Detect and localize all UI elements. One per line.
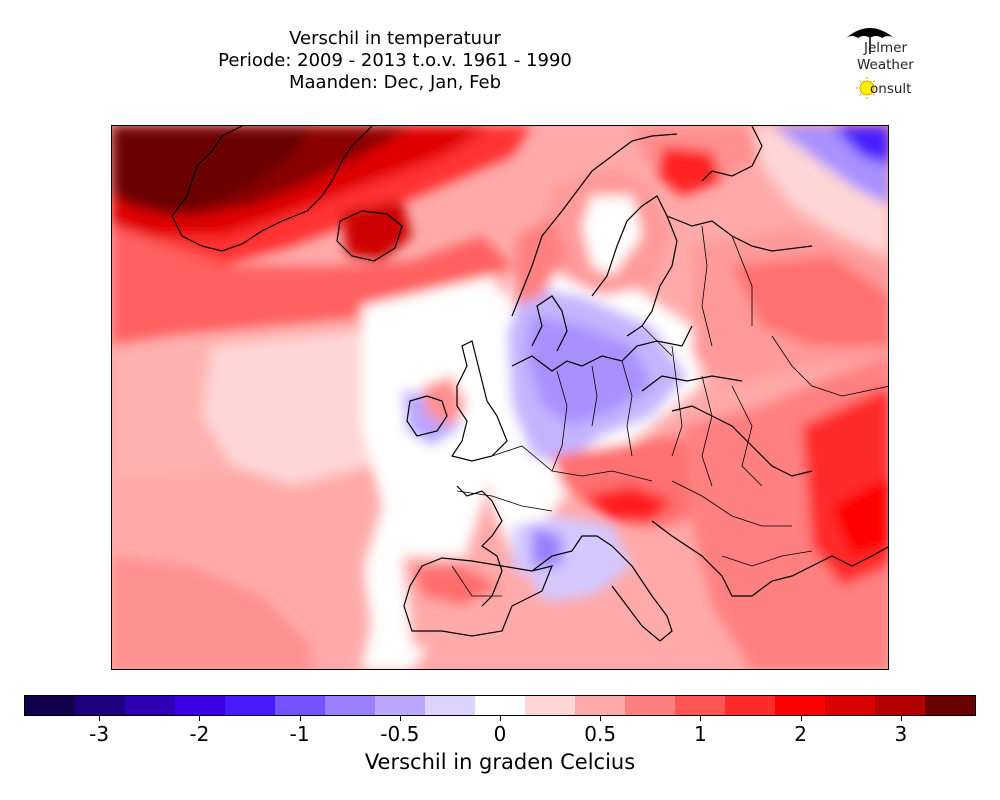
anomaly-field	[112, 126, 888, 669]
colorbar-segment	[125, 696, 175, 715]
logo-line-3: onsult	[870, 81, 912, 97]
colorbar-tick-mark	[199, 716, 201, 721]
temperature-anomaly-map	[112, 126, 888, 669]
colorbar-segment	[575, 696, 625, 715]
colorbar-segment	[475, 696, 525, 715]
colorbar	[24, 695, 976, 716]
colorbar-segment	[925, 696, 975, 715]
colorbar-tick-mark	[900, 716, 902, 721]
colorbar-tick-label: 0	[493, 722, 507, 746]
map-panel	[111, 125, 889, 670]
colorbar-tick-label: 0.5	[584, 722, 617, 746]
colorbar-segment	[625, 696, 675, 715]
logo-line-2: Weather	[857, 57, 914, 73]
colorbar-tick-label: -1	[289, 722, 310, 746]
umbrella-icon	[846, 28, 894, 54]
colorbar-tick-mark	[99, 716, 101, 721]
logo: Jelmer Weather onsult	[840, 20, 940, 105]
country-borders	[451, 225, 888, 597]
colorbar-segment	[875, 696, 925, 715]
colorbar-segment	[75, 696, 125, 715]
colorbar-tick-mark	[700, 716, 702, 721]
colorbar-tick-label: 2	[794, 722, 807, 746]
colorbar-segment	[425, 696, 475, 715]
colorbar-tick-label: -3	[89, 722, 110, 746]
colorbar-tick-mark	[600, 716, 602, 721]
colorbar-tick-mark	[399, 716, 401, 721]
sun-icon	[856, 77, 878, 99]
colorbar-segment	[25, 696, 75, 715]
colorbar-segment	[275, 696, 325, 715]
chart-title: Verschil in temperatuur Periode: 2009 - …	[145, 28, 645, 94]
colorbar-segment	[775, 696, 825, 715]
colorbar-segment	[225, 696, 275, 715]
colorbar-segment	[675, 696, 725, 715]
colorbar-tick-label: 1	[694, 722, 707, 746]
colorbar-label: Verschil in graden Celcius	[364, 750, 636, 774]
colorbar-segment	[375, 696, 425, 715]
colorbar-tick-mark	[800, 716, 802, 721]
title-line-3: Maanden: Dec, Jan, Feb	[288, 72, 502, 93]
colorbar-segment	[825, 696, 875, 715]
title-line-1: Verschil in temperatuur	[289, 28, 501, 49]
colorbar-segment	[325, 696, 375, 715]
logo-graphic	[846, 28, 894, 99]
colorbar-tick-mark	[299, 716, 301, 721]
logo-line-1: Jelmer	[864, 40, 908, 56]
colorbar-segment	[725, 696, 775, 715]
colorbar-tick-label: 3	[894, 722, 908, 746]
colorbar-segment	[525, 696, 575, 715]
colorbar-ticks: -3 -2 -1 -0.5 0 0.5 1 2 3	[24, 716, 976, 746]
title-line-2: Periode: 2009 - 2013 t.o.v. 1961 - 1990	[218, 50, 572, 71]
colorbar-tick-mark	[500, 716, 501, 721]
colorbar-tick-label: -0.5	[380, 722, 420, 746]
colorbar-tick-label: -2	[189, 722, 210, 746]
colorbar-segment	[175, 696, 225, 715]
